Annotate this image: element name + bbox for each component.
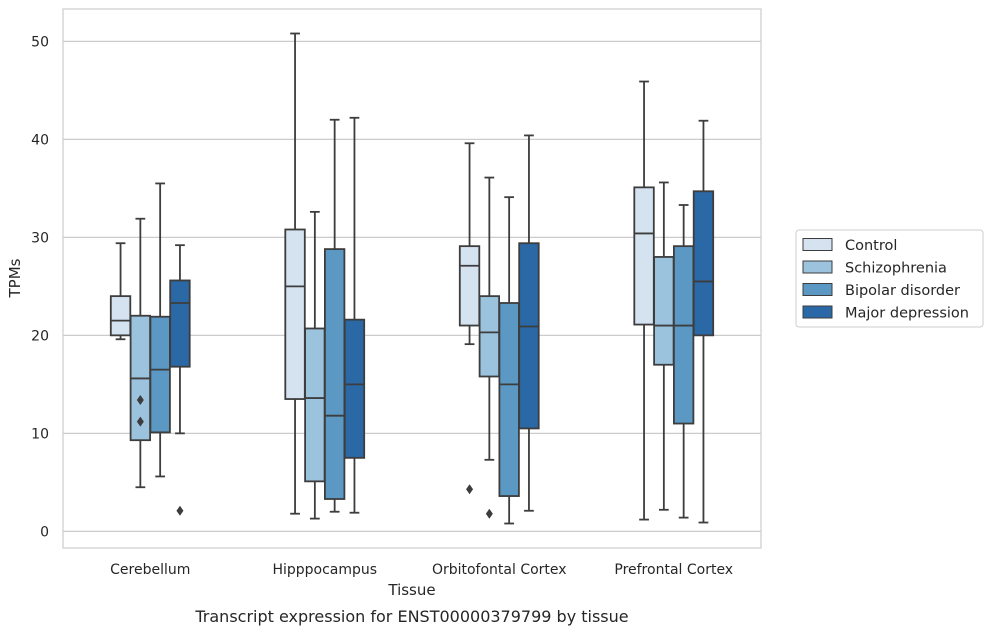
legend-label: Bipolar disorder [845, 283, 960, 299]
box-body [323, 248, 346, 500]
box-body [653, 256, 675, 366]
chart-caption: Transcript expression for ENST0000037979… [194, 607, 628, 626]
box-body [458, 245, 481, 327]
box-3-0 [169, 244, 191, 516]
x-tick-label: Orbitofontal Cortex [432, 562, 567, 578]
legend-frame [795, 229, 984, 328]
x-axis-title: Tissue [387, 581, 435, 599]
box-body [304, 327, 326, 483]
box-body [169, 279, 191, 368]
box-body [149, 315, 171, 434]
box-1-0 [129, 217, 152, 489]
box-3-1 [343, 116, 366, 514]
y-tick-label: 0 [40, 524, 49, 540]
box-body [284, 228, 306, 400]
box-body [692, 190, 715, 337]
y-tick-labels: 0 10 20 30 40 50 [31, 34, 49, 540]
legend-swatch [802, 238, 833, 251]
box-body [498, 302, 520, 497]
outlier-point [466, 484, 474, 495]
y-axis-title: TPMs [6, 258, 24, 298]
box-2-3 [673, 204, 695, 519]
box-body [109, 295, 132, 337]
outlier-point [136, 416, 144, 427]
legend: Control Schizophrenia Bipolar disorder Majo… [795, 229, 984, 328]
box-body [633, 186, 655, 326]
box-body [478, 295, 501, 378]
box-0-1 [284, 32, 306, 515]
outlier-point [176, 505, 184, 516]
box-body [343, 318, 366, 459]
boxes [109, 32, 715, 525]
x-tick-label: Hipppocampus [272, 562, 377, 578]
box-0-2 [458, 142, 481, 495]
x-tick-label: Prefrontal Cortex [614, 562, 733, 578]
x-tick-labels: Cerebellum Hipppocampus Orbitofontal Corte… [110, 562, 733, 578]
box-0-3 [633, 80, 655, 521]
y-tick-label: 20 [31, 328, 49, 344]
x-tick-label: Cerebellum [110, 562, 190, 578]
y-tick-label: 30 [31, 230, 49, 246]
legend-label: Control [845, 238, 897, 254]
legend-label: Major depression [845, 306, 969, 322]
legend-swatch [802, 260, 833, 274]
legend-swatch [802, 283, 833, 296]
legend-label: Schizophrenia [845, 261, 947, 277]
box-1-1 [304, 210, 326, 520]
box-body [518, 242, 540, 430]
outlier-point [485, 508, 493, 519]
box-body [673, 245, 695, 425]
box-3-3 [692, 119, 715, 524]
box-1-2 [478, 176, 501, 519]
box-3-2 [518, 134, 540, 512]
y-tick-label: 40 [31, 132, 49, 148]
legend-swatch [802, 305, 833, 319]
box-2-0 [149, 182, 171, 478]
y-tick-label: 50 [31, 34, 49, 50]
outlier-point [136, 395, 144, 406]
y-tick-label: 10 [31, 426, 49, 442]
